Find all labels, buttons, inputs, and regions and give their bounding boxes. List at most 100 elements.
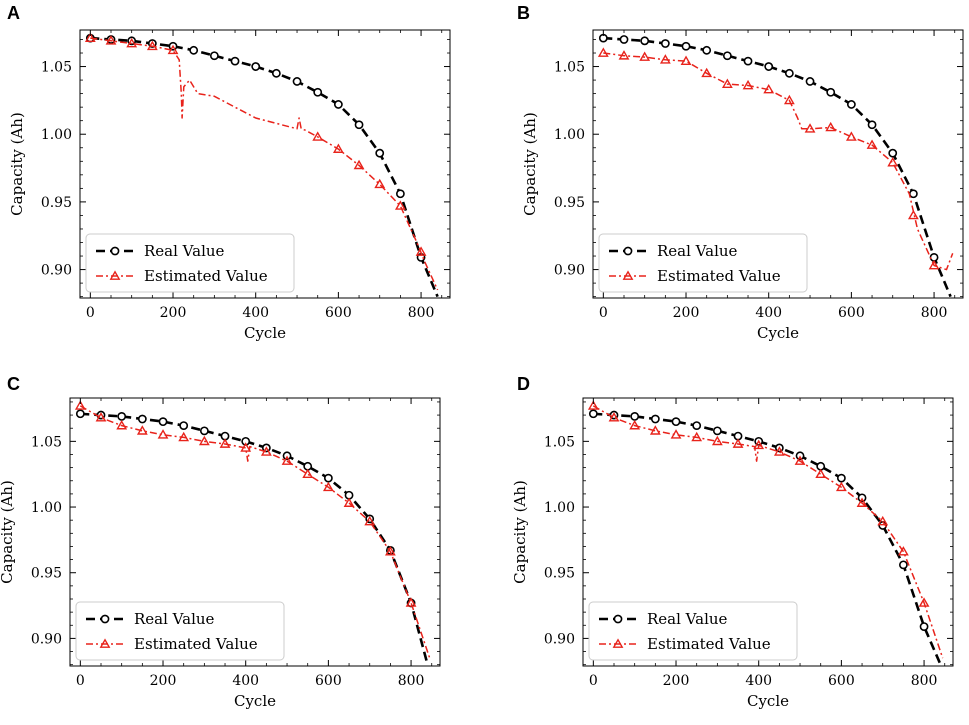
legend: Real Value Estimated Value xyxy=(598,233,808,293)
estimated-value-point xyxy=(877,515,889,526)
estimated-value-point xyxy=(394,200,406,210)
real-value-point xyxy=(836,473,846,483)
estimated-value-point xyxy=(415,246,427,256)
estimated-value-point xyxy=(659,54,671,64)
legend-box xyxy=(598,233,808,293)
plot-frame xyxy=(592,29,964,299)
estimated-value-point xyxy=(866,139,878,149)
x-tick-label: 200 xyxy=(663,673,690,689)
y-tick-label: 1.00 xyxy=(31,500,62,516)
plot-area xyxy=(74,400,431,666)
estimated-value-point xyxy=(405,597,417,607)
legend-real-marker xyxy=(110,246,120,256)
x-tick-label: 400 xyxy=(232,673,259,689)
real-value-point xyxy=(375,148,385,158)
real-value-point xyxy=(846,100,856,109)
real-value-point xyxy=(588,409,598,419)
real-value-point xyxy=(650,414,660,424)
estimated-value-point xyxy=(763,83,775,94)
y-axis-label: Capacity (Ah) xyxy=(511,480,529,584)
real-value-point xyxy=(619,35,629,44)
estimated-value-point xyxy=(84,32,96,42)
real-value-point xyxy=(764,62,774,71)
plot-frame xyxy=(582,397,954,667)
legend: Real Value Estimated Value xyxy=(85,233,295,293)
real-value-point xyxy=(209,51,219,61)
x-tick-label: 0 xyxy=(86,305,95,321)
legend-box xyxy=(85,233,295,293)
real-value-point xyxy=(323,473,333,483)
y-tick-label: 0.90 xyxy=(31,631,62,647)
x-tick-label: 0 xyxy=(589,673,598,689)
real-value-point xyxy=(692,421,702,430)
real-value-point xyxy=(919,622,929,631)
estimated-value-point xyxy=(732,438,744,448)
x-tick-label: 800 xyxy=(911,673,938,689)
estimated-value-point xyxy=(178,431,190,442)
real-value-point xyxy=(908,189,918,199)
panel-b: B 0 200 400 600 800 0.90 0.95 1.00 1.05 Cycle Capac… xyxy=(517,3,964,342)
estimated-value-line xyxy=(90,37,439,291)
y-tick-label: 1.00 xyxy=(554,127,585,143)
estimated-value-point xyxy=(116,419,128,430)
legend-estimated-label: Estimated Value xyxy=(144,267,268,285)
estimated-value-point xyxy=(773,446,785,456)
estimated-value-point xyxy=(146,40,158,51)
real-value-point xyxy=(712,426,722,436)
estimated-value-point xyxy=(332,143,344,153)
legend-estimated-marker xyxy=(99,638,111,648)
real-value-point xyxy=(784,68,794,78)
real-value-point xyxy=(826,87,836,97)
estimated-value-point xyxy=(105,35,117,45)
estimated-value-point xyxy=(364,515,376,526)
real-value-point xyxy=(867,120,877,130)
y-axis-label: Capacity (Ah) xyxy=(521,112,539,216)
real-value-point xyxy=(681,41,691,51)
real-value-point xyxy=(251,62,261,71)
estimated-value-point xyxy=(825,121,837,132)
x-axis-label: Cycle xyxy=(747,692,789,710)
panel-a: A 0 200 400 600 800 0.90 0.95 1.00 1.05 Cycle Capac… xyxy=(7,3,451,342)
estimated-value-point xyxy=(343,497,355,507)
estimated-value-point xyxy=(597,47,609,57)
estimated-value-point xyxy=(608,412,620,422)
estimated-value-point xyxy=(198,435,210,446)
real-value-point xyxy=(743,56,753,66)
y-tick-label: 0.95 xyxy=(41,195,72,211)
real-value-point xyxy=(137,414,147,424)
estimated-value-point xyxy=(918,597,930,607)
plot-frame xyxy=(69,397,441,667)
legend-estimated-marker xyxy=(109,270,121,280)
y-tick-label: 1.05 xyxy=(41,60,72,76)
real-value-point xyxy=(230,56,240,66)
estimated-value-point xyxy=(240,442,252,452)
y-tick-label: 1.05 xyxy=(544,434,575,450)
y-tick-label: 0.90 xyxy=(544,631,575,647)
real-value-point xyxy=(888,148,898,158)
real-value-point xyxy=(117,411,127,421)
real-value-point xyxy=(702,45,712,55)
estimated-value-point xyxy=(845,131,857,141)
estimated-value-point xyxy=(670,429,682,439)
estimated-value-point xyxy=(721,78,733,88)
real-value-point xyxy=(333,100,343,109)
real-value-point xyxy=(722,51,732,61)
legend-real-marker xyxy=(623,246,633,256)
legend: Real Value Estimated Value xyxy=(75,601,285,661)
panel-label: B xyxy=(517,3,530,23)
real-value-point xyxy=(671,417,681,427)
x-tick-label: 0 xyxy=(76,673,85,689)
legend-estimated-label: Estimated Value xyxy=(657,267,781,285)
x-tick-label: 800 xyxy=(398,673,425,689)
y-tick-label: 0.95 xyxy=(544,566,575,582)
estimated-value-point xyxy=(157,429,169,439)
estimated-value-point xyxy=(219,438,231,448)
estimated-value-point xyxy=(281,455,293,465)
estimated-value-point xyxy=(815,468,827,479)
x-tick-label: 400 xyxy=(242,305,269,321)
legend: Real Value Estimated Value xyxy=(588,601,798,661)
estimated-value-point xyxy=(167,44,179,55)
legend-real-label: Real Value xyxy=(134,610,215,628)
estimated-value-point xyxy=(374,178,386,189)
legend-real-marker xyxy=(100,614,110,624)
